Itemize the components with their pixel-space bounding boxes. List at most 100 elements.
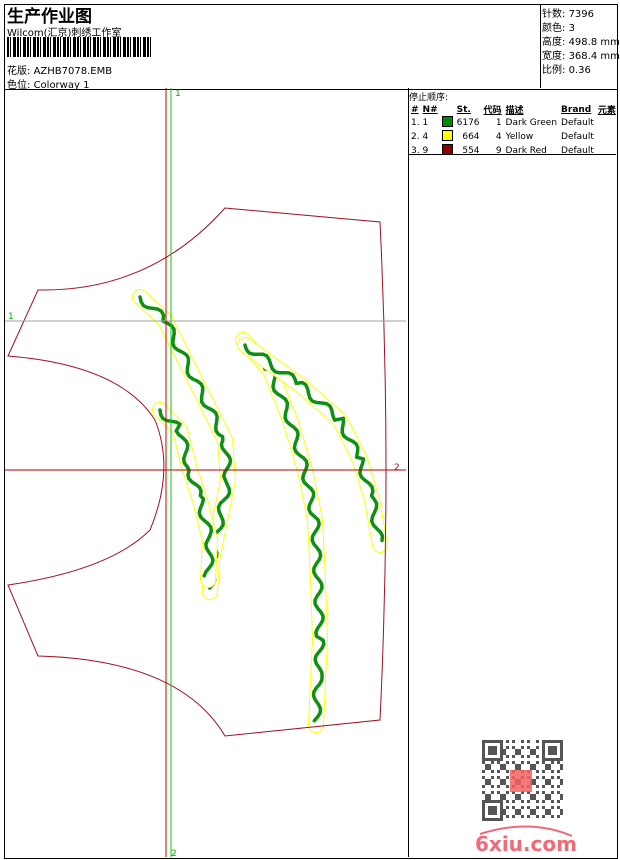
stop-index: 3. 9 xyxy=(411,146,429,156)
stitch-count: 554 xyxy=(462,146,480,156)
qr-module xyxy=(500,803,503,806)
legend-header: # xyxy=(411,104,419,115)
stat-label: 比例: xyxy=(542,65,566,76)
qr-module xyxy=(557,785,560,788)
qr-module xyxy=(488,800,491,803)
qr-module xyxy=(512,755,515,758)
legend-header: 代码 xyxy=(483,106,502,116)
stat-row: 比例: 0.36 xyxy=(542,61,591,76)
qr-module xyxy=(494,740,497,743)
qr-module xyxy=(500,809,503,812)
qr-module xyxy=(533,797,536,800)
qr-module xyxy=(515,794,518,797)
qr-module xyxy=(500,743,503,746)
qr-module xyxy=(533,752,536,755)
qr-module xyxy=(488,812,491,815)
qr-module xyxy=(491,746,494,749)
qr-module xyxy=(551,746,554,749)
panel-divider xyxy=(408,88,409,857)
qr-module xyxy=(482,758,485,761)
qr-module xyxy=(494,818,497,821)
qr-module xyxy=(515,809,518,812)
stat-value: 7396 xyxy=(568,9,595,20)
qr-module xyxy=(503,749,506,752)
qr-module xyxy=(482,776,485,779)
qr-module xyxy=(482,803,485,806)
qr-module xyxy=(548,767,551,770)
stat-row: 颜色: 3 xyxy=(542,19,575,34)
qr-module xyxy=(500,815,503,818)
legend-header: 元素 xyxy=(597,106,616,116)
qr-module xyxy=(542,752,545,755)
qr-module xyxy=(482,800,485,803)
qr-module xyxy=(557,800,560,803)
qr-module xyxy=(488,779,491,782)
qr-module xyxy=(545,797,548,800)
qr-module xyxy=(500,797,503,800)
qr-module xyxy=(536,770,539,773)
color-code: 4 xyxy=(495,132,502,142)
qr-module xyxy=(506,815,509,818)
qr-module xyxy=(533,812,536,815)
qr-module xyxy=(518,752,521,755)
qr-module xyxy=(542,740,545,743)
qr-module xyxy=(485,740,488,743)
qr-module xyxy=(506,770,509,773)
qr-module xyxy=(530,812,533,815)
qr-module xyxy=(482,806,485,809)
qr-module xyxy=(488,806,491,809)
stat-label: 宽度: xyxy=(542,51,566,62)
qr-module xyxy=(491,761,494,764)
qr-module xyxy=(551,770,554,773)
qr-module xyxy=(503,752,506,755)
qr-module xyxy=(521,746,524,749)
qr-module xyxy=(545,779,548,782)
color-code: 9 xyxy=(495,146,502,156)
qr-module xyxy=(506,755,509,758)
qr-module xyxy=(491,812,494,815)
legend-row: 1. 1 6176 1 Dark Green Default xyxy=(409,116,618,130)
qr-module xyxy=(491,758,494,761)
qr-module xyxy=(515,749,518,752)
qr-module xyxy=(506,776,509,779)
qr-module xyxy=(488,818,491,821)
qr-module xyxy=(536,806,539,809)
qr-module xyxy=(548,746,551,749)
legend-header: 描述 xyxy=(505,106,524,116)
qr-module xyxy=(506,785,509,788)
qr-module xyxy=(557,776,560,779)
legend-row: 2. 4 664 4 Yellow Default xyxy=(409,130,618,144)
qr-module xyxy=(554,758,557,761)
qr-module xyxy=(560,779,563,782)
qr-module xyxy=(548,782,551,785)
qr-module xyxy=(488,740,491,743)
qr-module xyxy=(521,740,524,743)
qr-module xyxy=(500,782,503,785)
qr-module xyxy=(500,779,503,782)
stat-row: 宽度: 368.4 mm xyxy=(542,47,620,62)
qr-module xyxy=(506,761,509,764)
qr-module xyxy=(491,776,494,779)
qr-module xyxy=(521,755,524,758)
stat-value: 0.36 xyxy=(568,65,591,76)
qr-module xyxy=(515,812,518,815)
qr-module xyxy=(512,806,515,809)
qr-module xyxy=(560,755,563,758)
qr-module xyxy=(485,794,488,797)
color-swatch xyxy=(441,116,453,127)
qr-module xyxy=(545,767,548,770)
strand-stitch xyxy=(243,343,385,543)
qr-module xyxy=(485,779,488,782)
color-swatch xyxy=(441,144,453,155)
qr-module xyxy=(494,812,497,815)
qr-module xyxy=(527,791,530,794)
stitch-count: 664 xyxy=(462,132,480,142)
qr-module xyxy=(548,779,551,782)
qr-module xyxy=(527,755,530,758)
qr-module xyxy=(503,809,506,812)
qr-module xyxy=(560,782,563,785)
qr-module xyxy=(545,740,548,743)
qr-module xyxy=(557,761,560,764)
qr-module xyxy=(551,749,554,752)
